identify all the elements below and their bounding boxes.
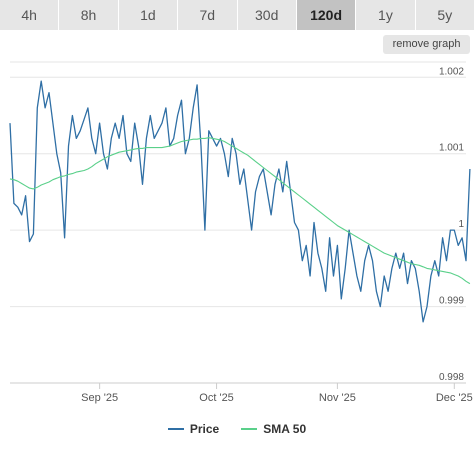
- x-tick-label: Dec '25: [436, 392, 473, 404]
- tab-7d[interactable]: 7d: [178, 0, 238, 30]
- series-line-price[interactable]: [9, 80, 471, 323]
- tab-1d[interactable]: 1d: [118, 0, 179, 30]
- y-tick-label: 1.001: [439, 143, 464, 154]
- tab-30d[interactable]: 30d: [237, 0, 297, 30]
- legend-swatch-sma: [241, 428, 258, 430]
- tab-4h[interactable]: 4h: [0, 0, 60, 30]
- legend-label-price: Price: [189, 422, 220, 436]
- y-tick-label: 1: [458, 219, 464, 230]
- y-tick-label: 0.998: [439, 372, 464, 383]
- tab-1y[interactable]: 1y: [356, 0, 416, 30]
- x-tick-label: Oct '25: [199, 392, 234, 404]
- tab-5y[interactable]: 5y: [415, 0, 474, 30]
- y-tick-label: 0.999: [439, 296, 464, 307]
- legend-swatch-price: [167, 428, 184, 430]
- remove-graph-button[interactable]: remove graph: [383, 35, 470, 54]
- legend-label-sma: SMA 50: [263, 422, 307, 436]
- legend-item-sma[interactable]: SMA 50: [241, 422, 306, 436]
- tab-120d[interactable]: 120d: [296, 0, 357, 30]
- x-tick-label: Nov '25: [319, 392, 356, 404]
- tab-8h[interactable]: 8h: [59, 0, 119, 30]
- y-tick-label: 1.002: [439, 66, 464, 77]
- timeframe-tabs: 4h 8h 1d 7d 30d 120d 1y 5y: [0, 0, 474, 30]
- x-tick-label: Sep '25: [81, 392, 118, 404]
- series-line-sma[interactable]: [9, 137, 471, 285]
- chart-legend: Price SMA 50: [0, 420, 474, 438]
- legend-item-price[interactable]: Price: [167, 422, 220, 436]
